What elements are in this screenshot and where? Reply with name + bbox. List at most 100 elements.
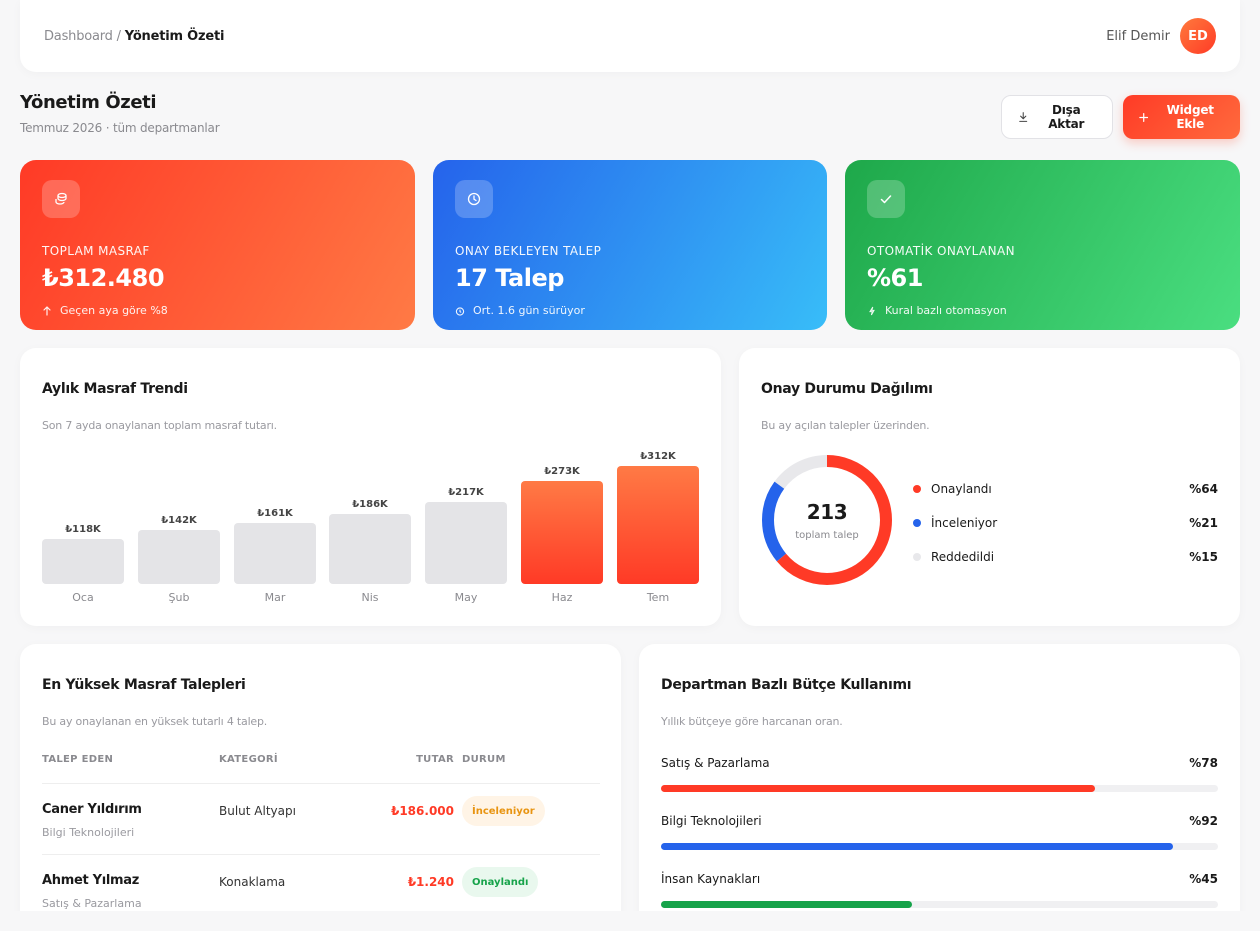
- column-header[interactable]: KATEGORİ: [219, 754, 278, 765]
- bar-category-label: Şub: [168, 591, 190, 604]
- user-menu[interactable]: Elif Demir ED: [1106, 18, 1216, 54]
- bar-May[interactable]: [425, 502, 507, 584]
- bar-Tem[interactable]: [617, 466, 699, 584]
- breadcrumb-root-link[interactable]: Dashboard: [44, 28, 113, 44]
- card-title: Aylık Masraf Trendi: [42, 381, 188, 397]
- requester-name: Ahmet Yılmaz: [42, 873, 140, 888]
- coins-icon: [42, 180, 80, 218]
- column-header[interactable]: TUTAR: [416, 754, 454, 765]
- budget-progress-track: [661, 843, 1218, 850]
- top-requests-card: En Yüksek Masraf Talepleri Bu ay onaylan…: [20, 644, 621, 931]
- legend-swatch: [913, 553, 921, 561]
- stat-footnote: Kural bazlı otomasyon: [867, 304, 1218, 317]
- bar-Nis[interactable]: [329, 514, 411, 584]
- budget-list: Satış & Pazarlama %78 Bilgi Teknolojiler…: [661, 756, 1218, 930]
- card-title: Departman Bazlı Bütçe Kullanımı: [661, 677, 912, 693]
- legend-item: Onaylandı %64: [913, 472, 1218, 506]
- requester-name: Caner Yıldırım: [42, 802, 142, 817]
- avatar[interactable]: ED: [1180, 18, 1216, 54]
- timer-icon: [455, 306, 465, 316]
- card-title: En Yüksek Masraf Talepleri: [42, 677, 246, 693]
- add-widget-button[interactable]: Widget Ekle: [1123, 95, 1240, 139]
- bar-category-label: Nis: [361, 591, 379, 604]
- card-title: Onay Durumu Dağılımı: [761, 381, 933, 397]
- stat-card-auto-approved[interactable]: OTOMATİK ONAYLANAN %61 Kural bazlı otoma…: [845, 160, 1240, 330]
- bar-value-label: ₺142K: [161, 515, 197, 526]
- card-subtitle: Son 7 ayda onaylanan toplam masraf tutar…: [42, 419, 277, 432]
- table-row[interactable]: Caner Yıldırım Bilgi Teknolojileri Bulut…: [42, 784, 600, 855]
- card-subtitle: Yıllık bütçeye göre harcanan oran.: [661, 715, 843, 728]
- table-header: TALEP EDEN KATEGORİ TUTAR DURUM: [42, 740, 600, 784]
- export-button-label: Dışa Aktar: [1048, 103, 1085, 131]
- check-icon: [867, 180, 905, 218]
- stat-label: ONAY BEKLEYEN TALEP: [455, 244, 602, 258]
- clock-icon: [455, 180, 493, 218]
- page-subtitle: Temmuz 2026 · tüm departmanlar: [20, 121, 220, 135]
- page-header: Yönetim Özeti Temmuz 2026 · tüm departma…: [20, 92, 220, 135]
- bar-value-label: ₺273K: [544, 466, 580, 477]
- donut-center: 213 toplam talep: [761, 454, 893, 586]
- bar-Haz[interactable]: [521, 481, 603, 584]
- budget-progress-track: [661, 785, 1218, 792]
- budget-department: İnsan Kaynakları: [661, 872, 761, 886]
- budget-progress-fill: [661, 901, 912, 908]
- plus-icon: [1139, 112, 1149, 122]
- bar-category-label: Tem: [646, 591, 670, 604]
- stat-footnote: Ort. 1.6 gün sürüyor: [455, 304, 805, 317]
- stat-footnote: Geçen aya göre %8: [42, 304, 393, 317]
- stat-label: TOPLAM MASRAF: [42, 244, 150, 258]
- status-badge: Onaylandı: [462, 867, 539, 897]
- column-header[interactable]: TALEP EDEN: [42, 754, 114, 765]
- bar-category-label: May: [454, 591, 478, 604]
- budget-item: İnsan Kaynakları %45: [661, 872, 1218, 930]
- legend-item: Reddedildi %15: [913, 540, 1218, 574]
- top-bar: Dashboard / Yönetim Özeti Elif Demir ED: [20, 0, 1240, 72]
- budget-progress-fill: [661, 843, 1174, 850]
- expense-amount: ₺1.240: [407, 875, 454, 889]
- legend-label: Onaylandı: [931, 482, 992, 496]
- legend-label: Reddedildi: [931, 550, 995, 564]
- expense-bar-chart: ₺118K Oca ₺142K Şub ₺161K Mar ₺186K Nis ₺217K May…: [42, 444, 699, 604]
- bar-value-label: ₺161K: [257, 508, 293, 519]
- breadcrumb-current: Yönetim Özeti: [124, 28, 225, 44]
- bar-category-label: Oca: [72, 591, 94, 604]
- bar-Mar[interactable]: [234, 523, 316, 584]
- bolt-icon: [869, 306, 875, 315]
- bar-value-label: ₺312K: [640, 451, 676, 462]
- column-header[interactable]: DURUM: [462, 754, 506, 765]
- stat-card-total-expense[interactable]: TOPLAM MASRAF ₺312.480 Geçen aya göre %8: [20, 160, 415, 330]
- legend-value: %21: [1189, 516, 1218, 530]
- bar-Oca[interactable]: [42, 539, 124, 584]
- breadcrumb: Dashboard / Yönetim Özeti: [44, 29, 224, 44]
- budget-progress-track: [661, 901, 1218, 908]
- bar-value-label: ₺118K: [65, 524, 101, 535]
- export-button[interactable]: Dışa Aktar: [1001, 95, 1113, 139]
- legend-label: İnceleniyor: [931, 516, 998, 530]
- bar-category-label: Haz: [551, 591, 573, 604]
- stat-card-pending[interactable]: ONAY BEKLEYEN TALEP 17 Talep Ort. 1.6 gü…: [433, 160, 827, 330]
- approval-status-card: Onay Durumu Dağılımı Bu ay açılan talepl…: [739, 348, 1240, 626]
- bar-Şub[interactable]: [138, 530, 220, 584]
- budget-percent: %45: [1189, 872, 1218, 886]
- arrow-up-icon: [43, 305, 51, 316]
- budget-item: Bilgi Teknolojileri %92: [661, 814, 1218, 872]
- requester-department: Bilgi Teknolojileri: [42, 826, 135, 839]
- budget-department: Satış & Pazarlama: [661, 756, 770, 770]
- budget-percent: %92: [1189, 814, 1218, 828]
- status-badge: İnceleniyor: [462, 796, 545, 826]
- stat-value: 17 Talep: [455, 264, 564, 292]
- legend-item: İnceleniyor %21: [913, 506, 1218, 540]
- donut-caption: toplam talep: [795, 529, 859, 541]
- expense-category: Bulut Altyapı: [219, 804, 296, 818]
- donut-segment-1[interactable]: [762, 455, 892, 585]
- add-widget-button-label: Widget Ekle: [1166, 103, 1214, 131]
- user-name: Elif Demir: [1106, 28, 1170, 44]
- budget-item: Satış & Pazarlama %78: [661, 756, 1218, 814]
- budget-department: Bilgi Teknolojileri: [661, 814, 762, 828]
- donut-segment-0[interactable]: [762, 455, 892, 585]
- stat-value: ₺312.480: [42, 264, 165, 292]
- download-icon: [1019, 112, 1028, 122]
- stat-footnote-text: Geçen aya göre %8: [60, 304, 168, 317]
- stat-footnote-text: Ort. 1.6 gün sürüyor: [473, 304, 585, 317]
- bar-category-label: Mar: [264, 591, 286, 604]
